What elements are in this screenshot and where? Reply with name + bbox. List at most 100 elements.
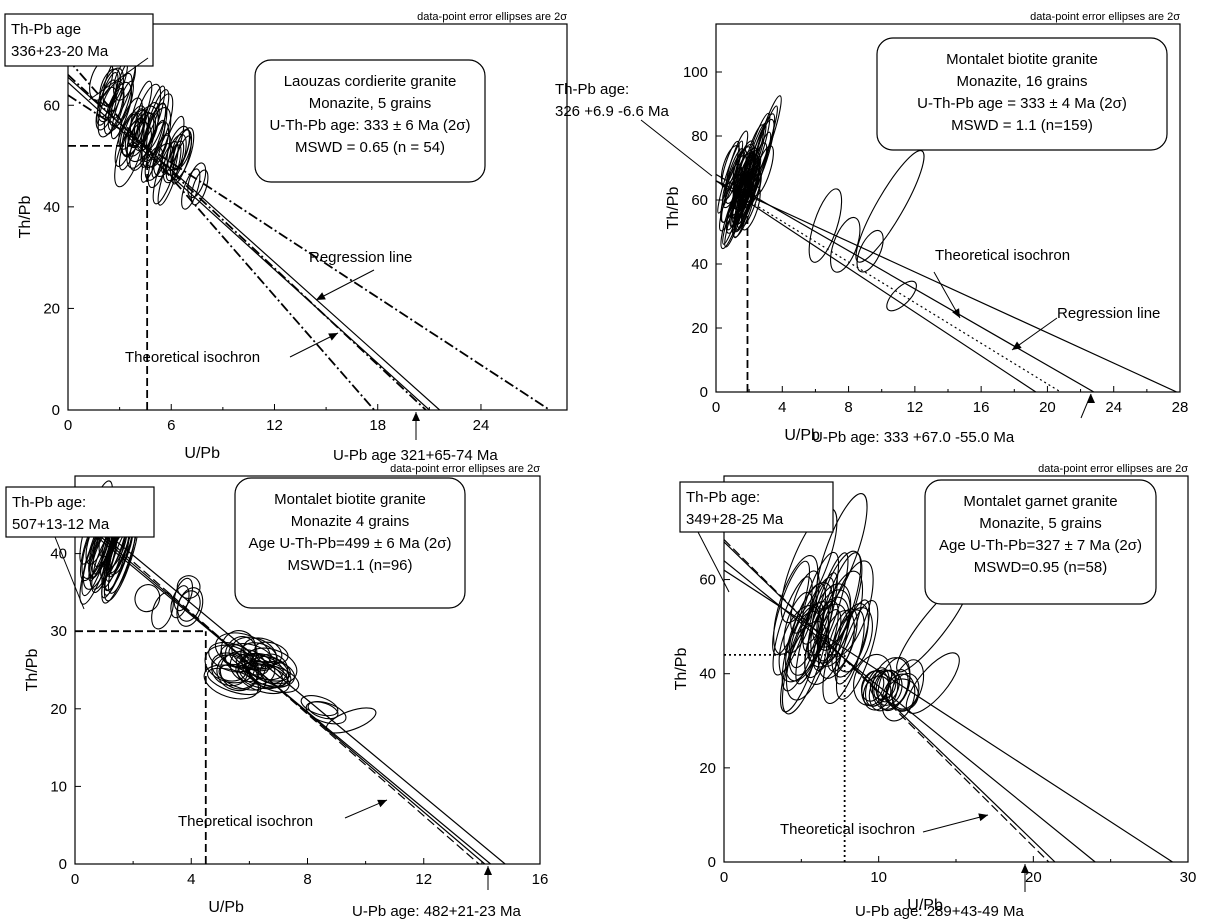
- error-ellipse: [743, 124, 765, 179]
- y-axis-label: Th/Pb: [24, 649, 41, 692]
- sample-info-line: Montalet biotite granite: [946, 51, 1098, 68]
- error-ellipse: [242, 661, 289, 687]
- y-tick-label: 60: [699, 572, 716, 589]
- isochron-line-3: [724, 541, 1056, 862]
- error-ellipse: [751, 145, 774, 197]
- error-ellipse: [811, 583, 852, 648]
- error-ellipse: [717, 140, 744, 214]
- line-label: Theoretical isochron: [178, 813, 313, 830]
- thpb-age-arrow: [88, 57, 149, 101]
- sample-info-line: Monazite, 5 grains: [309, 95, 432, 112]
- x-axis-label: U/Pb: [784, 427, 820, 444]
- error-ellipse: [325, 707, 377, 734]
- thpb-age-label: Th-Pb age:: [686, 489, 760, 506]
- x-tick-label: 24: [1105, 399, 1122, 416]
- x-tick-label: 0: [720, 869, 728, 886]
- error-ellipse: [891, 672, 920, 710]
- error-ellipse: [772, 560, 810, 656]
- error-ellipse-note: data-point error ellipses are 2σ: [1030, 11, 1180, 23]
- upb-age-label: U-Pb age: 482+21-23 Ma: [352, 903, 522, 920]
- error-ellipse: [810, 596, 850, 664]
- upb-age-arrowhead: [412, 412, 420, 421]
- error-ellipse-note: data-point error ellipses are 2σ: [390, 463, 540, 475]
- sample-info-line: MSWD = 0.65 (n = 54): [295, 139, 445, 156]
- y-tick-label: 80: [691, 128, 708, 145]
- error-ellipse: [97, 80, 125, 138]
- plot-frame: [67, 23, 568, 411]
- error-ellipse: [815, 493, 868, 610]
- thpb-age-arrow: [640, 119, 713, 177]
- thpb-age-box: [679, 481, 834, 533]
- error-ellipse: [141, 103, 168, 162]
- y-tick-label: 30: [50, 623, 67, 640]
- x-tick-label: 4: [778, 399, 786, 416]
- sample-info-box: [924, 479, 1157, 605]
- error-ellipse: [114, 119, 145, 188]
- error-ellipse: [181, 168, 201, 210]
- error-ellipse: [817, 610, 855, 679]
- isochron-line-1: [75, 506, 506, 864]
- thpb-age-label: Th-Pb age:: [555, 81, 629, 98]
- plot-area: [716, 95, 1177, 392]
- y-tick-label: 60: [691, 192, 708, 209]
- x-tick-label: 18: [369, 417, 386, 434]
- isochron-line-4: [724, 539, 1050, 862]
- thpb-age-box: [5, 486, 155, 538]
- isochron-line-4: [716, 180, 1061, 392]
- plot-area: [724, 493, 1173, 862]
- line-label-arrowhead: [316, 292, 326, 300]
- error-ellipse: [300, 695, 339, 717]
- error-ellipse: [307, 701, 339, 720]
- isochron-line-4: [75, 518, 491, 864]
- error-ellipse: [873, 670, 903, 706]
- error-ellipse: [808, 188, 843, 263]
- error-ellipse: [835, 607, 873, 673]
- isochron-line-2: [724, 560, 1096, 862]
- x-tick-label: 20: [1025, 869, 1042, 886]
- error-ellipse: [790, 570, 820, 634]
- error-ellipse: [95, 86, 117, 131]
- y-tick-label: 40: [691, 256, 708, 273]
- error-ellipse: [788, 581, 834, 676]
- x-tick-label: 28: [1172, 399, 1189, 416]
- isochron-line-3: [716, 180, 1037, 392]
- error-ellipse: [816, 550, 863, 651]
- x-tick-label: 12: [415, 871, 432, 888]
- error-ellipse: [741, 142, 768, 209]
- line-label: Theoretical isochron: [125, 349, 260, 366]
- y-tick-label: 20: [699, 760, 716, 777]
- sample-info-line: Laouzas cordierite granite: [284, 73, 457, 90]
- line-label-arrowhead: [952, 308, 960, 318]
- thpb-age-arrow: [697, 531, 730, 593]
- line-label-arrow: [315, 269, 375, 301]
- error-ellipse: [305, 701, 347, 725]
- line-label: Theoretical isochron: [780, 821, 915, 838]
- x-tick-label: 0: [64, 417, 72, 434]
- error-ellipse: [785, 610, 823, 682]
- panel-2: 0 4 8 12 16 20 24 28 0 20 40 60 80 100 U/Pb Th/Pb data-p…: [555, 11, 1188, 446]
- error-ellipse: [96, 79, 117, 126]
- x-tick-label: 8: [844, 399, 852, 416]
- y-tick-label: 0: [708, 854, 716, 871]
- sample-info-line: Montalet garnet granite: [963, 493, 1117, 510]
- error-ellipse: [134, 584, 161, 613]
- error-ellipse: [877, 657, 911, 712]
- sample-info-line: MSWD=0.95 (n=58): [974, 559, 1107, 576]
- error-ellipse: [140, 119, 166, 183]
- y-tick-label: 40: [699, 666, 716, 683]
- error-ellipse: [830, 216, 861, 273]
- upb-age-label: U-Pb age 321+65-74 Ma: [333, 447, 498, 464]
- y-tick-label: 0: [700, 384, 708, 401]
- sample-info-box: [234, 477, 466, 609]
- error-ellipse: [240, 642, 278, 669]
- error-ellipse: [151, 132, 171, 179]
- sample-info-line: Age U-Th-Pb=499 ± 6 Ma (2σ): [249, 535, 452, 552]
- sample-info-line: MSWD = 1.1 (n=159): [951, 117, 1093, 134]
- thpb-age-arrow: [54, 536, 85, 610]
- error-ellipse: [886, 678, 919, 711]
- error-ellipse: [237, 662, 290, 695]
- upb-age-arrowhead: [484, 866, 492, 875]
- error-ellipse: [108, 81, 133, 127]
- x-tick-label: 6: [167, 417, 175, 434]
